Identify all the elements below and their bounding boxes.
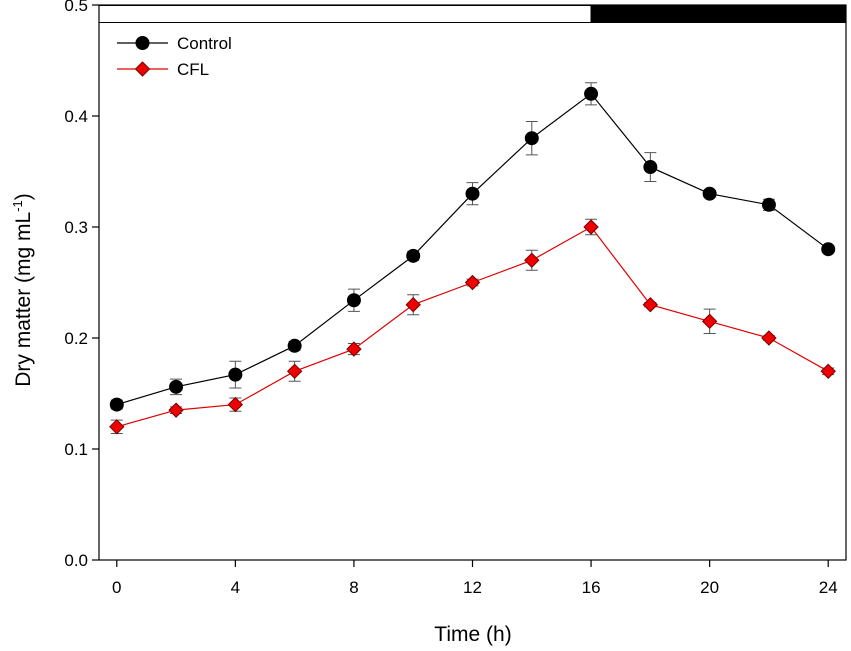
light-period-bar: [98, 5, 592, 23]
data-point-cfl: [642, 296, 659, 313]
data-point-control: [465, 186, 480, 201]
legend: Control CFL: [117, 34, 232, 79]
data-point-control: [109, 397, 124, 412]
data-point-control: [406, 248, 421, 263]
series-line-cfl: [116, 226, 829, 428]
data-point-cfl: [820, 363, 836, 380]
axes: 0.0 0.1 0.2 0.3 0.4 0.5 0 4 8 12 16 20 24: [64, 0, 847, 597]
data-point-cfl: [464, 274, 481, 291]
data-point-cfl: [286, 363, 303, 380]
data-point-control: [643, 160, 658, 175]
data-point-control: [287, 338, 302, 353]
data-point-cfl: [227, 396, 244, 413]
data-point-cfl: [405, 296, 421, 313]
x-tick-label: 0: [112, 578, 121, 597]
x-tick-label: 24: [819, 578, 838, 597]
x-axis-title: Time (h): [434, 623, 511, 646]
y-tick-label: 0.1: [64, 440, 88, 459]
legend-label-control: Control: [177, 34, 232, 53]
y-tick-label: 0.0: [64, 551, 88, 570]
data-point-control: [821, 242, 836, 257]
data-point-control: [346, 293, 361, 308]
y-tick-label: 0.3: [64, 218, 88, 237]
data-point-control: [169, 379, 184, 394]
data-point-cfl: [761, 330, 777, 346]
data-point-control: [761, 197, 776, 212]
y-axis-title: Dry matter (mg mL-1): [10, 193, 35, 387]
legend-marker-cfl: [134, 61, 151, 77]
data-point-cfl: [168, 402, 184, 418]
data-point-cfl: [583, 219, 599, 235]
data-point-cfl: [701, 313, 718, 330]
y-axis-title-superscript: -1: [10, 200, 25, 212]
y-axis-title-close: ): [12, 193, 35, 200]
data-point-control: [584, 86, 599, 101]
y-tick-label: 0.2: [64, 329, 88, 348]
data-point-control: [524, 131, 539, 146]
x-tick-label: 8: [349, 578, 358, 597]
data-point-control: [228, 367, 243, 382]
x-tick-label: 12: [463, 578, 482, 597]
y-tick-label: 0.5: [64, 0, 88, 15]
data-point-cfl: [346, 341, 362, 357]
dark-period-bar: [590, 5, 847, 23]
plot-area: [98, 5, 847, 435]
series-line-control: [116, 92, 829, 406]
x-tick-label: 20: [700, 578, 719, 597]
x-tick-label: 16: [582, 578, 601, 597]
data-point-cfl: [109, 419, 125, 435]
legend-label-cfl: CFL: [177, 60, 209, 79]
y-axis-title-main: Dry matter (mg mL: [12, 212, 35, 387]
y-tick-label: 0.4: [64, 107, 88, 126]
data-point-control: [702, 186, 717, 201]
data-point-cfl: [524, 252, 540, 269]
legend-marker-control: [135, 36, 150, 50]
x-tick-label: 4: [231, 578, 240, 597]
